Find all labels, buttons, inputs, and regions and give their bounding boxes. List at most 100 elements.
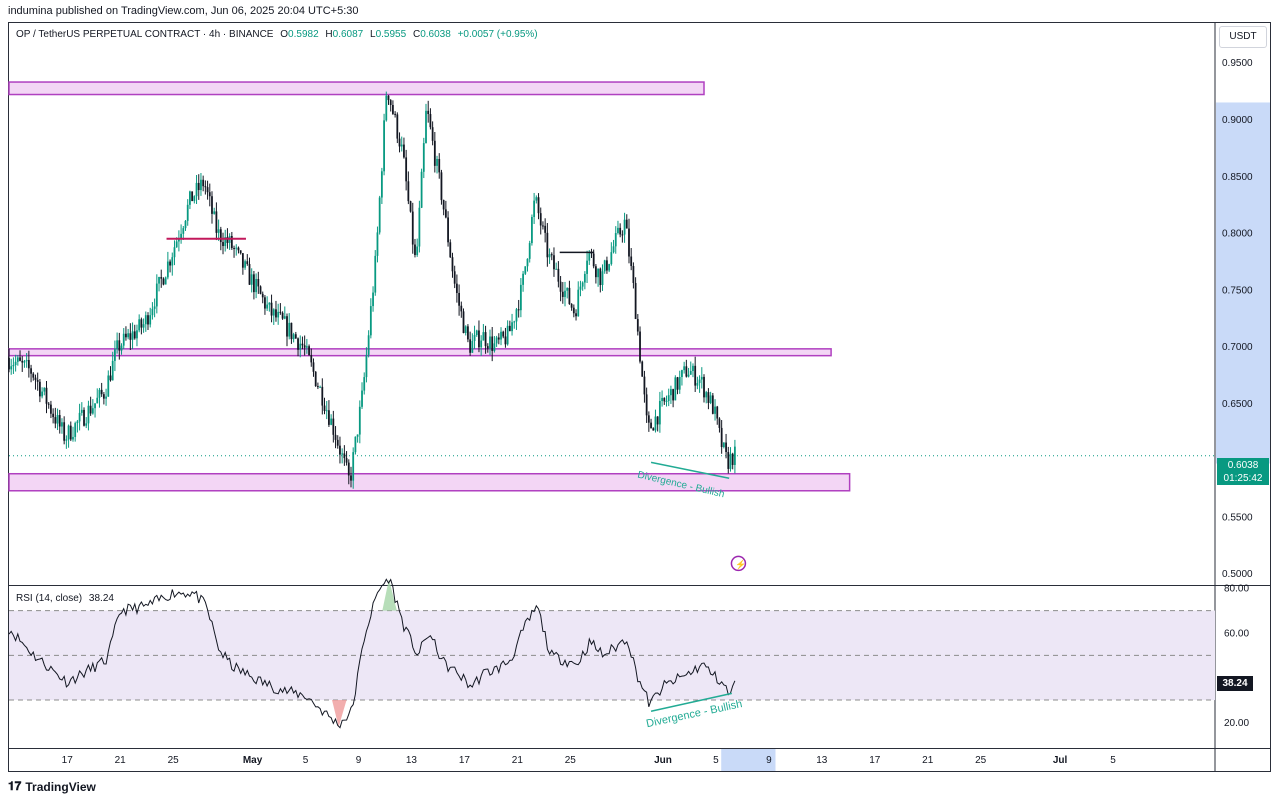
candle-body	[50, 404, 52, 414]
candle-body	[339, 445, 341, 455]
candle-body	[559, 281, 562, 292]
candle-body	[705, 392, 708, 398]
candle-body	[144, 315, 147, 325]
candle-body	[213, 211, 216, 214]
time-range-highlight	[721, 749, 776, 771]
candle-body	[372, 292, 374, 307]
time-tick-label: Jul	[1053, 755, 1068, 766]
time-tick-label: May	[243, 755, 263, 766]
candle-body	[542, 225, 544, 227]
candle-body	[661, 397, 663, 401]
candle-body	[628, 228, 630, 257]
candle-body	[610, 252, 613, 265]
currency-button[interactable]: USDT	[1219, 26, 1267, 48]
candle-body	[438, 158, 441, 173]
time-tick-label: 17	[459, 755, 471, 766]
rsi-divergence-line	[650, 692, 732, 712]
candle-body	[586, 260, 588, 274]
candle-body	[74, 423, 77, 437]
candle-body	[634, 282, 637, 320]
candle-body	[347, 462, 350, 476]
candle-body	[533, 200, 536, 218]
candle-body	[177, 238, 180, 242]
candle-body	[166, 261, 169, 278]
candle-body	[621, 234, 624, 236]
candle-body	[504, 336, 507, 345]
candle-body	[663, 397, 666, 402]
candle-body	[38, 381, 41, 397]
time-tick-label: 21	[115, 755, 127, 766]
candle-body	[367, 335, 370, 355]
candle-body	[354, 436, 357, 453]
candle-body	[100, 389, 103, 395]
candle-body	[67, 425, 70, 440]
candle-body	[16, 357, 19, 362]
time-tick-label: 17	[62, 755, 74, 766]
footer: 𝟏𝟕 TradingView	[8, 779, 96, 794]
candle-body	[215, 211, 218, 233]
candle-body	[369, 306, 372, 336]
candle-body	[230, 235, 233, 249]
candle-body	[612, 246, 615, 253]
candle-body	[8, 357, 10, 370]
time-tick-label: 13	[406, 755, 418, 766]
symbol-title[interactable]: OP / TetherUS PERPETUAL CONTRACT · 4h · …	[16, 29, 274, 40]
candle-body	[219, 229, 222, 243]
candle-body	[94, 403, 96, 409]
candle-body	[694, 365, 697, 386]
lower-zone	[8, 472, 851, 492]
candle-body	[409, 201, 412, 212]
candle-body	[283, 316, 286, 319]
candle-body	[511, 322, 513, 332]
candle-body	[330, 418, 333, 425]
candle-body	[513, 321, 516, 323]
tradingview-logo-icon[interactable]: 𝟏𝟕	[8, 779, 22, 793]
current-price-value: 0.6038	[1227, 460, 1259, 471]
candle-body	[711, 395, 714, 414]
candle-body	[581, 282, 584, 287]
candle-body	[182, 228, 185, 234]
candle-body	[171, 257, 174, 266]
candle-body	[436, 158, 438, 166]
candle-body	[52, 413, 55, 418]
candle-body	[10, 366, 13, 370]
candle-body	[204, 186, 207, 188]
close-label: C	[412, 29, 421, 40]
candle-body	[497, 337, 500, 340]
candle-body	[147, 315, 149, 325]
candle-body	[515, 309, 518, 322]
candle-body	[579, 286, 582, 290]
candle-body	[323, 405, 326, 411]
price-tick-label: 0.5000	[1222, 569, 1253, 580]
candle-body	[275, 309, 277, 318]
candle-body	[733, 446, 736, 465]
candle-body	[681, 370, 683, 377]
candle-body	[491, 336, 494, 351]
tradingview-brand[interactable]: TradingView	[25, 779, 96, 794]
price-tick-label: 0.5500	[1222, 512, 1253, 523]
candle-body	[685, 366, 688, 377]
high-label: H	[325, 29, 333, 40]
candle-body	[383, 120, 385, 172]
rsi-label[interactable]: RSI (14, close)	[16, 593, 83, 604]
candle-body	[411, 211, 414, 245]
candle-body	[374, 255, 377, 293]
candle-body	[603, 260, 606, 272]
candle-body	[508, 325, 511, 332]
candle-body	[619, 227, 622, 235]
candle-body	[727, 452, 730, 469]
low-label: L	[370, 29, 376, 40]
candle-body	[12, 365, 15, 367]
candle-body	[308, 346, 310, 356]
time-tick-label: 25	[168, 755, 180, 766]
candle-body	[363, 377, 366, 391]
candle-body	[703, 376, 705, 398]
candle-body	[389, 100, 392, 106]
candle-body	[526, 258, 529, 267]
candle-body	[731, 453, 734, 465]
candle-body	[96, 397, 99, 404]
candle-body	[87, 405, 90, 424]
candle-body	[127, 333, 130, 338]
time-tick-label: 9	[766, 755, 772, 766]
